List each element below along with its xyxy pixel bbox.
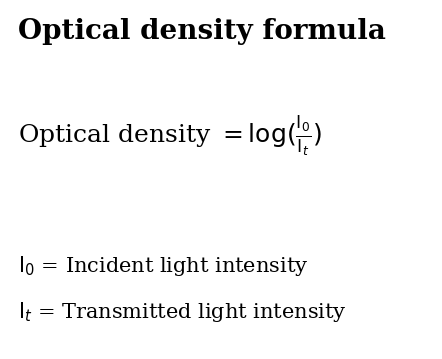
Text: $\mathrm{I}_t$ = Transmitted light intensity: $\mathrm{I}_t$ = Transmitted light inten… — [18, 300, 347, 324]
Text: $\mathrm{I}_0$ = Incident light intensity: $\mathrm{I}_0$ = Incident light intensit… — [18, 254, 308, 278]
Text: Optical density formula: Optical density formula — [18, 18, 385, 45]
Text: Optical density $= \log(\frac{\mathrm{I}_0}{\mathrm{I}_t})$: Optical density $= \log(\frac{\mathrm{I}… — [18, 115, 322, 158]
